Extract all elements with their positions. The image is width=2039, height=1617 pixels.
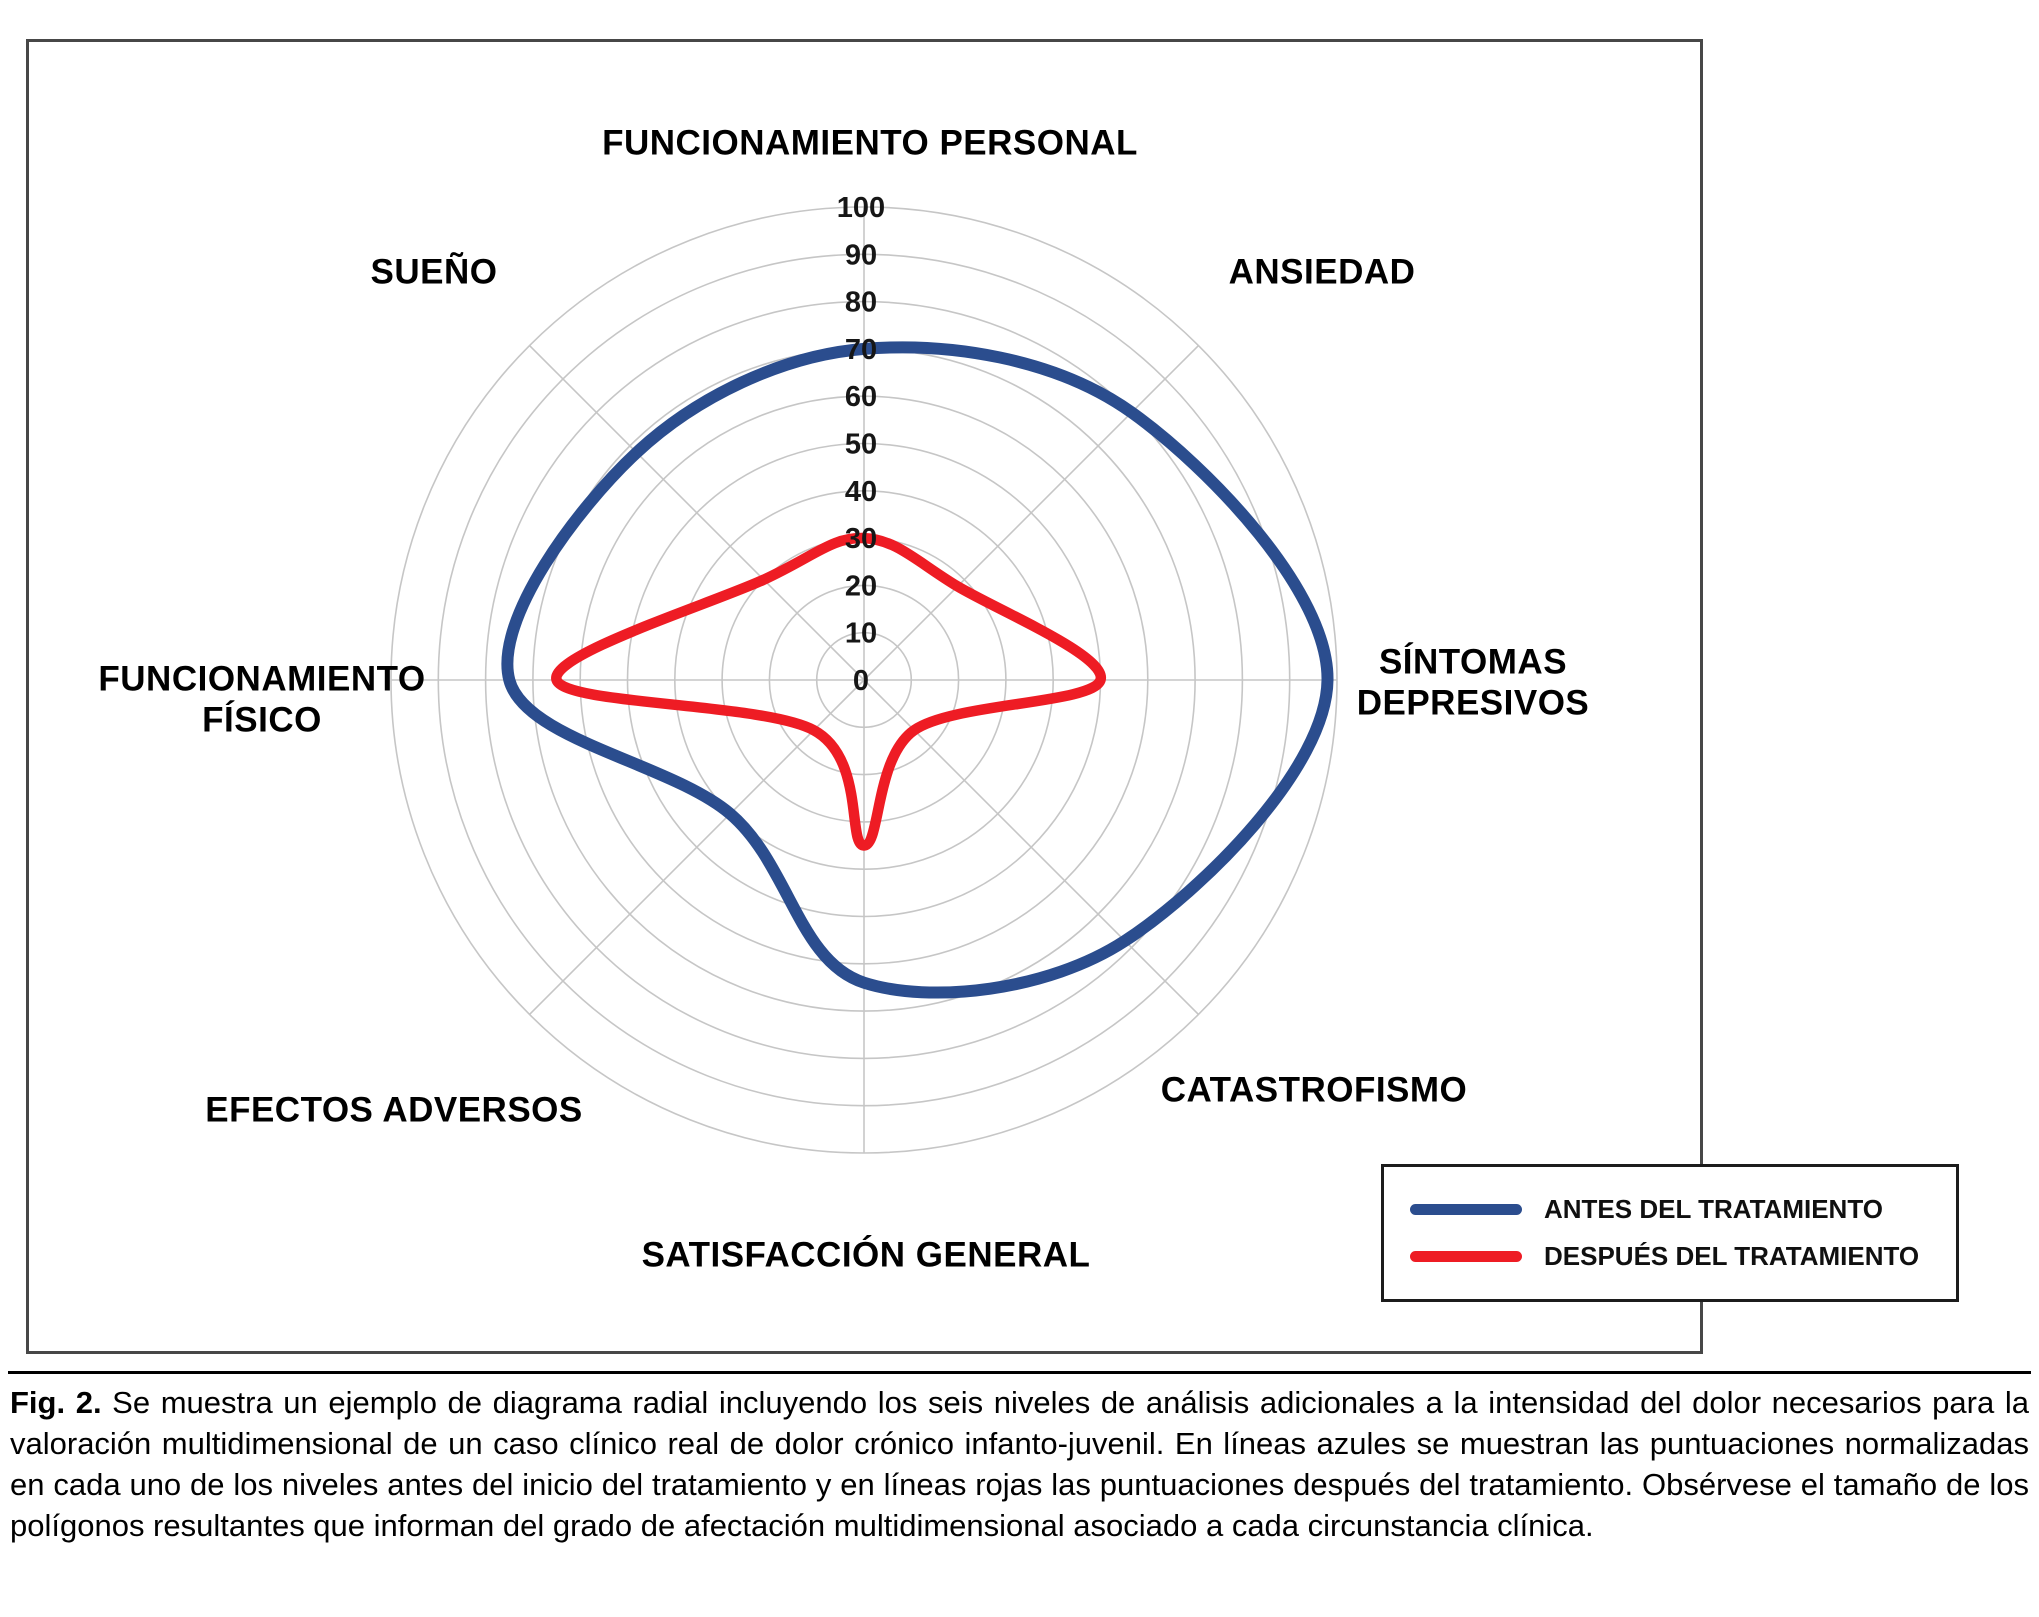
legend-item-antes: ANTES DEL TRATAMIENTO	[1410, 1194, 1930, 1225]
svg-text:20: 20	[845, 570, 877, 602]
svg-text:0: 0	[853, 665, 869, 697]
axis-label-funcionamiento-personal: FUNCIONAMIENTO PERSONAL	[602, 123, 1138, 163]
legend-line-despues-icon	[1410, 1251, 1522, 1262]
svg-text:100: 100	[837, 192, 885, 224]
radar-chart: 0 10 20 30 40 50 60 70 80 90 100	[390, 192, 1338, 1154]
axis-label-efectos-adversos: EFECTOS ADVERSOS	[205, 1090, 583, 1130]
axis-label-ansiedad: ANSIEDAD	[1228, 252, 1416, 292]
axis-label-funcionamiento-fisico: FUNCIONAMIENTO FÍSICO	[98, 659, 426, 740]
legend-item-despues: DESPUÉS DEL TRATAMIENTO	[1410, 1241, 1930, 1272]
legend: ANTES DEL TRATAMIENTO DESPUÉS DEL TRATAM…	[1381, 1164, 1959, 1302]
figure-caption: Fig. 2. Se muestra un ejemplo de diagram…	[10, 1382, 2029, 1546]
legend-label-antes: ANTES DEL TRATAMIENTO	[1544, 1194, 1883, 1224]
svg-text:60: 60	[845, 381, 877, 413]
svg-text:30: 30	[845, 523, 877, 555]
svg-text:40: 40	[845, 476, 877, 508]
figure-caption-text: Se muestra un ejemplo de diagrama radial…	[10, 1385, 2029, 1543]
caption-divider	[8, 1371, 2031, 1374]
svg-text:70: 70	[845, 334, 877, 366]
legend-line-antes-icon	[1410, 1204, 1522, 1215]
svg-text:90: 90	[845, 239, 877, 271]
svg-text:80: 80	[845, 287, 877, 319]
svg-text:10: 10	[845, 618, 877, 650]
axis-label-sintomas-depresivos: SÍNTOMAS DEPRESIVOS	[1356, 642, 1590, 723]
axis-label-catastrofismo: CATASTROFISMO	[1160, 1070, 1468, 1110]
svg-text:50: 50	[845, 429, 877, 461]
legend-label-despues: DESPUÉS DEL TRATAMIENTO	[1544, 1241, 1920, 1271]
figure-caption-label: Fig. 2.	[10, 1385, 102, 1420]
axis-label-satisfaccion-general: SATISFACCIÓN GENERAL	[641, 1235, 1091, 1275]
figure-panel: 0 10 20 30 40 50 60 70 80 90 100	[26, 39, 1703, 1354]
axis-label-sueno: SUEÑO	[370, 252, 498, 292]
